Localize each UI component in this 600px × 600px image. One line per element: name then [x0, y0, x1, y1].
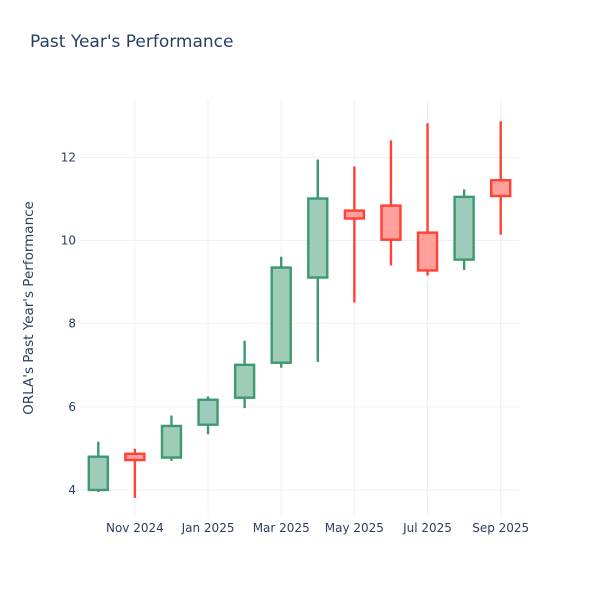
y-axis-title: ORLA's Past Year's Performance [21, 201, 37, 415]
candle-body [160, 424, 183, 459]
x-tick-label: Jan 2025 [181, 521, 235, 535]
candle-body [124, 452, 146, 462]
x-tick-label: May 2025 [325, 521, 384, 535]
candle-body [307, 197, 329, 279]
candle[interactable] [233, 340, 256, 409]
candle[interactable] [197, 396, 219, 435]
x-tick-label: Jul 2025 [402, 521, 452, 535]
x-tick-label: Sep 2025 [472, 521, 529, 535]
x-tick-label: Mar 2025 [253, 521, 310, 535]
x-axis-tick-labels: Nov 2024 Jan 2025 Mar 2025 May 2025 Jul 2025… [106, 521, 529, 535]
candles-layer [87, 121, 512, 498]
candle[interactable] [343, 166, 366, 303]
candle[interactable] [453, 189, 475, 271]
candle-body [416, 231, 439, 272]
y-tick-label: 8 [68, 317, 76, 331]
candle-body [233, 363, 256, 399]
candle[interactable] [380, 140, 402, 266]
y-tick-label: 4 [68, 483, 76, 497]
candle[interactable] [490, 121, 512, 235]
candle[interactable] [416, 123, 439, 276]
y-tick-label: 6 [68, 400, 76, 414]
chart-title: Past Year's Performance [30, 32, 234, 52]
candle-body [343, 209, 366, 220]
candle[interactable] [124, 448, 146, 498]
candle-body [453, 195, 475, 261]
candle[interactable] [307, 159, 329, 362]
candle-body [87, 455, 109, 492]
candle-body [270, 266, 292, 364]
plot-area[interactable] [80, 100, 519, 517]
candle-body [197, 398, 219, 426]
y-tick-label: 10 [61, 234, 76, 248]
y-tick-label: 12 [61, 150, 76, 164]
candle[interactable] [160, 415, 183, 461]
candle[interactable] [270, 256, 292, 368]
y-axis-tick-labels: 4 6 8 10 12 [61, 150, 76, 497]
candle-body [380, 204, 402, 241]
x-tick-label: Nov 2024 [106, 521, 164, 535]
candle[interactable] [87, 441, 109, 493]
candle-body [490, 179, 512, 198]
